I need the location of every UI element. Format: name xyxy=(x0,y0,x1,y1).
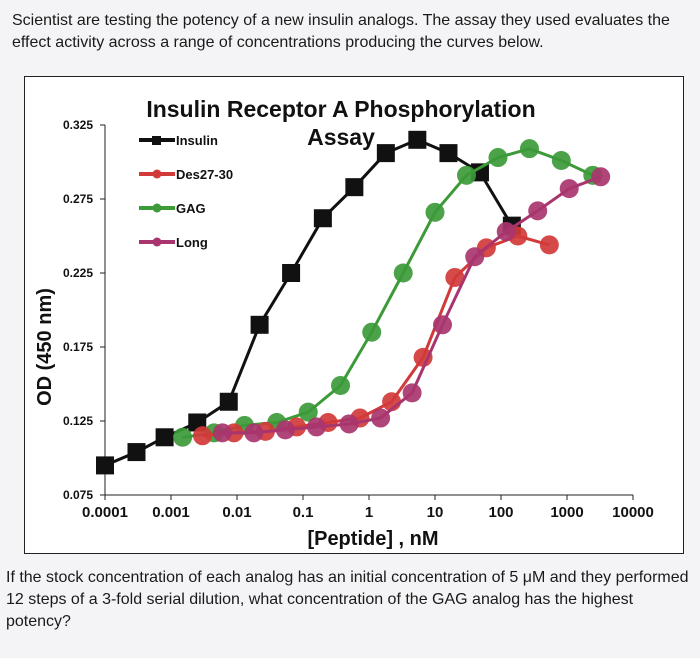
data-point xyxy=(282,264,301,282)
chart-title: Insulin Receptor A Phosphorylation xyxy=(146,96,535,122)
question-body: If the stock concentration of each analo… xyxy=(6,569,689,630)
y-axis-label: OD (450 nm) xyxy=(34,288,56,406)
chart-svg: Insulin Receptor A Phosphorylation Assay… xyxy=(34,96,654,550)
data-point xyxy=(362,322,382,342)
legend-label: Long xyxy=(176,235,208,250)
series-long xyxy=(212,167,611,443)
legend-label: Insulin xyxy=(176,133,218,148)
data-point xyxy=(331,375,351,395)
legend-entry: Insulin xyxy=(139,133,218,148)
data-point xyxy=(173,427,193,447)
y-tick-label: 0.075 xyxy=(63,488,93,502)
data-point xyxy=(433,315,453,335)
data-point xyxy=(402,383,422,403)
y-tick-label: 0.275 xyxy=(63,192,93,206)
data-point xyxy=(551,151,571,171)
data-point xyxy=(219,392,238,411)
data-point xyxy=(371,408,391,428)
series-insulin xyxy=(96,130,521,475)
question-intro: Scientist are testing the potency of a n… xyxy=(12,12,670,51)
data-point xyxy=(591,167,611,187)
x-tick-label: 1 xyxy=(365,504,373,521)
legend-marker xyxy=(152,136,161,145)
data-point xyxy=(192,426,212,446)
legend-entry: Des27-30 xyxy=(139,167,233,182)
series-layer xyxy=(96,130,611,475)
data-point xyxy=(275,420,295,440)
data-point xyxy=(393,263,413,283)
data-point xyxy=(376,144,395,163)
data-point xyxy=(244,423,264,443)
legend-entry: GAG xyxy=(139,201,206,216)
legend-marker xyxy=(152,203,162,213)
x-tick-label: 100 xyxy=(488,504,513,521)
data-point xyxy=(408,130,427,149)
data-point xyxy=(345,178,364,197)
data-point xyxy=(445,267,465,287)
x-tick-label: 0.0001 xyxy=(82,504,128,521)
legend-label: GAG xyxy=(176,201,206,216)
data-point xyxy=(456,165,476,185)
data-point xyxy=(488,148,508,168)
legend-marker xyxy=(152,237,162,247)
data-point xyxy=(413,347,433,367)
legend-label: Des27-30 xyxy=(176,167,233,182)
x-tick-label: 0.01 xyxy=(222,504,251,521)
legend-entry: Long xyxy=(139,235,208,250)
data-point xyxy=(539,235,559,255)
chart-figure: Insulin Receptor A Phosphorylation Assay… xyxy=(24,76,684,554)
y-tick-label: 0.225 xyxy=(63,266,93,280)
data-point xyxy=(250,315,269,334)
x-tick-label: 0.001 xyxy=(152,504,190,521)
x-tick-label: 10 xyxy=(427,504,444,521)
axes: 0.0001 0.001 0.01 0.1 1 10 100 1000 10000 0.325 0.… xyxy=(63,118,654,521)
x-tick-label: 1000 xyxy=(550,504,583,521)
data-point xyxy=(212,423,232,443)
data-point xyxy=(496,222,516,242)
y-tick-label: 0.325 xyxy=(63,118,93,132)
data-point xyxy=(155,428,174,447)
data-point xyxy=(339,414,359,434)
data-point xyxy=(528,201,548,221)
data-point xyxy=(298,402,318,422)
legend: Insulin Des27-30 GAG Long xyxy=(139,133,233,250)
data-point xyxy=(313,209,332,228)
data-point xyxy=(439,144,458,163)
x-axis-label: [Peptide] , nM xyxy=(307,528,438,550)
data-point xyxy=(127,443,146,462)
data-point xyxy=(96,456,114,475)
legend-marker xyxy=(152,169,162,179)
x-tick-label: 0.1 xyxy=(293,504,314,521)
data-point xyxy=(559,179,579,199)
chart-subtitle: Assay xyxy=(307,124,375,150)
data-point xyxy=(519,139,539,159)
x-tick-label: 10000 xyxy=(612,504,654,521)
data-point xyxy=(306,417,326,437)
y-tick-label: 0.125 xyxy=(63,414,93,428)
data-point xyxy=(425,202,445,222)
data-point xyxy=(465,247,485,267)
y-tick-label: 0.175 xyxy=(63,340,93,354)
